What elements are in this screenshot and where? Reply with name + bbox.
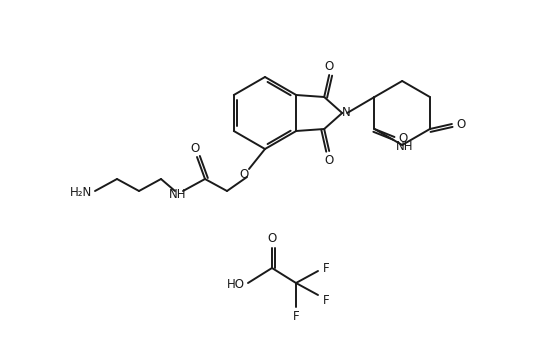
Text: H₂N: H₂N	[70, 187, 92, 199]
Text: O: O	[456, 118, 466, 130]
Text: O: O	[191, 142, 199, 155]
Text: O: O	[325, 60, 334, 72]
Text: O: O	[267, 232, 277, 245]
Text: F: F	[323, 293, 329, 307]
Text: N: N	[342, 106, 350, 119]
Text: NH: NH	[396, 141, 413, 153]
Text: O: O	[399, 133, 408, 145]
Text: F: F	[293, 309, 299, 323]
Text: NH: NH	[169, 188, 187, 200]
Text: HO: HO	[227, 278, 245, 292]
Text: O: O	[239, 168, 249, 182]
Text: F: F	[323, 262, 329, 276]
Text: O: O	[325, 153, 334, 166]
